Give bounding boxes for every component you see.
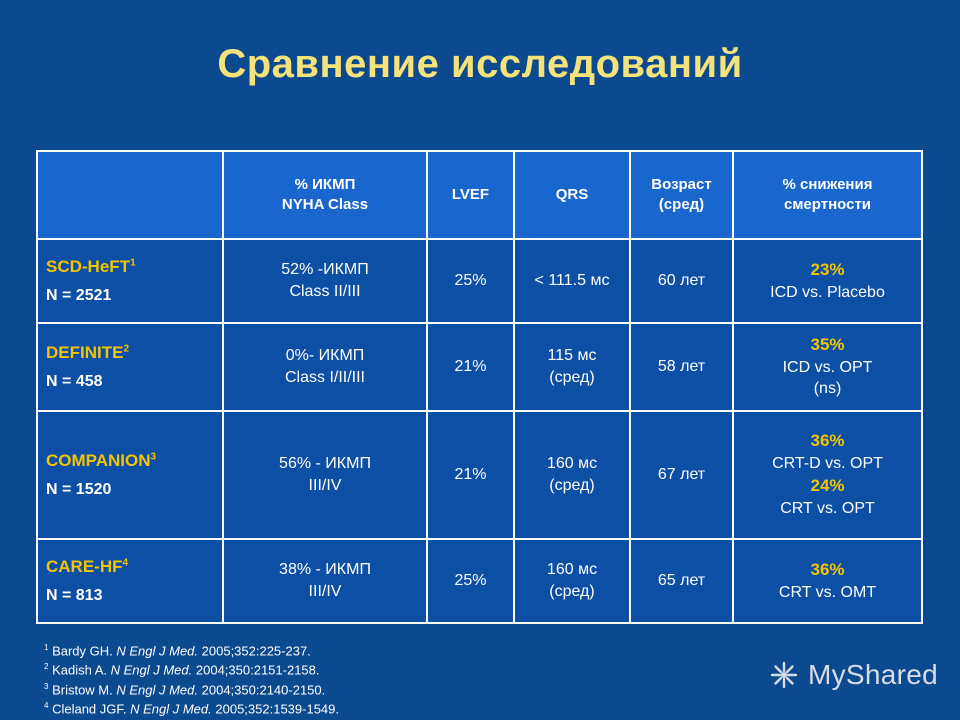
- reference-journal: N Engl J Med.: [116, 643, 199, 659]
- logo: MyShared: [766, 655, 946, 695]
- study-name: CARE-HF4: [46, 556, 129, 576]
- study-cell: COMPANION3 N = 1520: [36, 410, 224, 540]
- header-cell-mortality: % снижения смертности: [732, 150, 923, 240]
- table-row: SCD-HeFT1 N = 2521 52% -ИКМП Class II/III 25…: [36, 238, 923, 324]
- reference-number: 3: [44, 681, 49, 691]
- table-row: DEFINITE2 N = 458 0%- ИКМП Class I/II/III 21…: [36, 322, 923, 412]
- age-cell: 60 лет: [629, 238, 734, 324]
- reference-item: 1 Bardy GH. N Engl J Med. 2005;352:225-2…: [44, 640, 339, 659]
- mortality-reduction-value: 35%: [810, 334, 845, 354]
- reference-journal: N Engl J Med.: [116, 681, 199, 697]
- reference-number: 4: [44, 700, 49, 710]
- icmp-cell: 38% - ИКМП III/IV: [222, 538, 428, 624]
- lvef-cell: 21%: [426, 322, 515, 412]
- lvef-cell: 25%: [426, 538, 515, 624]
- header-cell-empty: [36, 150, 224, 240]
- logo-text: MyShared: [808, 659, 939, 690]
- reference-item: 4 Cleland JGF. N Engl J Med. 2005;352:15…: [44, 698, 339, 717]
- qrs-cell: 160 мс (сред): [513, 538, 631, 624]
- age-cell: 65 лет: [629, 538, 734, 624]
- mortality-cell: 36% CRT-D vs. OPT 24% CRT vs. OPT: [732, 410, 923, 540]
- reference-item: 3 Bristow M. N Engl J Med. 2004;350:2140…: [44, 679, 339, 698]
- icmp-cell: 52% -ИКМП Class II/III: [222, 238, 428, 324]
- comparison-label: CRT vs. OMT: [778, 583, 877, 601]
- header-cell-lvef: LVEF: [426, 150, 515, 240]
- reference-citation: 2005;352:1539-1549.: [211, 701, 339, 717]
- age-cell: 67 лет: [629, 410, 734, 540]
- study-reference-number: 1: [130, 257, 136, 269]
- study-sample-size: N = 458: [46, 372, 103, 390]
- qrs-cell: < 111.5 мс: [513, 238, 631, 324]
- mortality-reduction-value: 36%: [810, 431, 845, 451]
- study-reference-number: 4: [122, 557, 129, 569]
- header-cell-qrs: QRS: [513, 150, 631, 240]
- reference-journal: N Engl J Med.: [110, 662, 193, 678]
- study-cell: DEFINITE2 N = 458: [36, 322, 224, 412]
- table-header-row: % ИКМП NYHA Class LVEF QRS Возраст (сред) …: [36, 150, 923, 240]
- lvef-cell: 25%: [426, 238, 515, 324]
- reference-author: Kadish A.: [48, 662, 111, 678]
- mortality-cell: 35% ICD vs. OPT (ns): [732, 322, 923, 412]
- mortality-reduction-value: 36%: [810, 559, 845, 579]
- myshared-logo-icon: [770, 661, 798, 689]
- table-row: COMPANION3 N = 1520 56% - ИКМП III/IV 21% 160…: [36, 410, 923, 540]
- reference-item: 2 Kadish A. N Engl J Med. 2004;350:2151-…: [44, 659, 339, 678]
- reference-author: Cleland JGF.: [48, 701, 131, 717]
- header-cell-age: Возраст (сред): [629, 150, 734, 240]
- study-reference-number: 3: [150, 451, 157, 463]
- comparison-label: CRT vs. OPT: [780, 499, 875, 517]
- study-cell: CARE-HF4 N = 813: [36, 538, 224, 624]
- header-cell-icmp: % ИКМП NYHA Class: [222, 150, 428, 240]
- reference-citation: 2004;350:2140-2150.: [198, 681, 326, 697]
- age-cell: 58 лет: [629, 322, 734, 412]
- study-sample-size: N = 2521: [46, 286, 112, 304]
- comparison-label: ICD vs. Placebo: [770, 283, 885, 301]
- study-sample-size: N = 1520: [46, 480, 112, 498]
- study-cell: SCD-HeFT1 N = 2521: [36, 238, 224, 324]
- references-list: 1 Bardy GH. N Engl J Med. 2005;352:225-2…: [44, 640, 339, 717]
- reference-citation: 2004;350:2151-2158.: [192, 662, 320, 678]
- reference-author: Bristow M.: [48, 681, 117, 697]
- mortality-reduction-value: 24%: [810, 476, 845, 495]
- slide-title: Сравнение исследований: [217, 42, 743, 86]
- mortality-cell: 36% CRT vs. OMT: [732, 538, 923, 624]
- reference-number: 2: [44, 662, 49, 672]
- qrs-cell: 160 мс (сред): [513, 410, 631, 540]
- reference-number: 1: [44, 643, 49, 652]
- study-reference-number: 2: [123, 343, 130, 355]
- comparison-label: ICD vs. OPT (ns): [782, 358, 873, 398]
- mortality-reduction-value: 23%: [810, 259, 845, 279]
- study-name: DEFINITE2: [46, 342, 130, 362]
- qrs-cell: 115 мс (сред): [513, 322, 631, 412]
- reference-author: Bardy GH.: [48, 643, 117, 659]
- comparison-label: CRT-D vs. OPT: [772, 455, 883, 473]
- table-row: CARE-HF4 N = 813 38% - ИКМП III/IV 25% 160 мс…: [36, 538, 923, 624]
- comparison-table: % ИКМП NYHA Class LVEF QRS Возраст (сред) …: [36, 150, 923, 624]
- study-name: COMPANION3: [46, 450, 157, 470]
- study-name: SCD-HeFT1: [46, 256, 136, 276]
- study-sample-size: N = 813: [46, 586, 103, 604]
- icmp-cell: 0%- ИКМП Class I/II/III: [222, 322, 428, 412]
- mortality-cell: 23% ICD vs. Placebo: [732, 238, 923, 324]
- reference-citation: 2005;352:225-237.: [198, 643, 311, 659]
- icmp-cell: 56% - ИКМП III/IV: [222, 410, 428, 540]
- reference-journal: N Engl J Med.: [130, 701, 212, 717]
- lvef-cell: 21%: [426, 410, 515, 540]
